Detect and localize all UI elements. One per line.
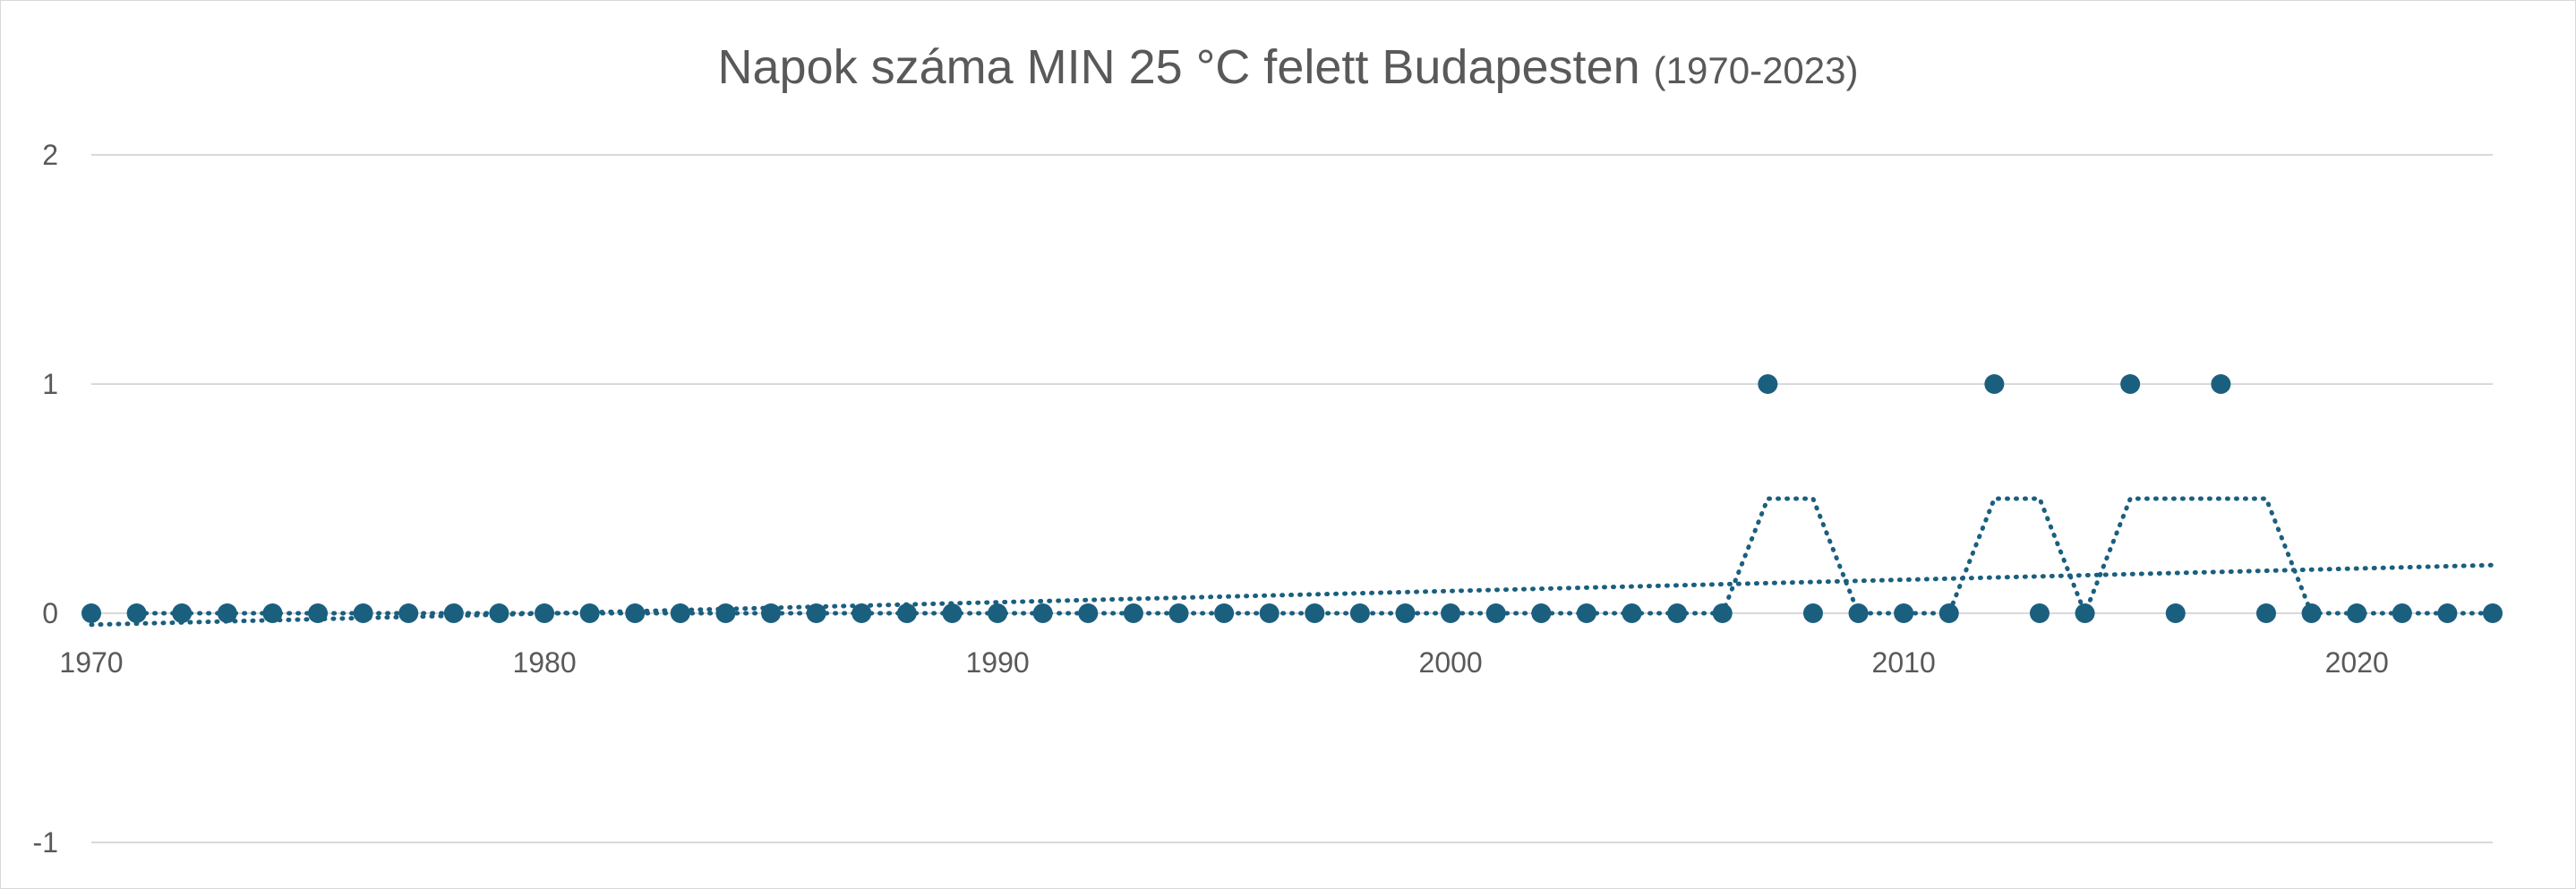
data-point — [852, 603, 872, 623]
data-point — [1485, 603, 1506, 623]
data-point — [1214, 603, 1235, 623]
data-point — [2255, 603, 2276, 623]
data-point — [308, 603, 329, 623]
data-point — [1576, 603, 1596, 623]
data-point — [1441, 603, 1461, 623]
data-point — [2165, 603, 2186, 623]
data-point — [1802, 603, 1823, 623]
data-point — [1395, 603, 1416, 623]
chart-title: Napok száma MIN 25 °C felett Budapesten … — [1, 35, 2575, 103]
data-point — [2392, 603, 2412, 623]
data-point — [942, 603, 963, 623]
data-point — [625, 603, 646, 623]
linear-trendline — [89, 562, 2495, 628]
data-point — [1032, 603, 1053, 623]
data-point — [81, 603, 101, 623]
data-point — [1848, 603, 1869, 623]
data-point — [262, 603, 283, 623]
x-tick-label: 2010 — [1872, 646, 1936, 679]
data-point — [1622, 603, 1642, 623]
data-point — [1712, 603, 1733, 623]
data-point — [806, 603, 826, 623]
data-point — [1531, 603, 1552, 623]
data-point — [217, 603, 237, 623]
data-point — [2029, 603, 2050, 623]
data-point — [2483, 603, 2503, 623]
x-tick-label: 2020 — [2325, 646, 2389, 679]
data-point — [2437, 603, 2458, 623]
chart-title-suffix: (1970-2023) — [1653, 49, 1859, 91]
data-point — [2211, 374, 2231, 394]
x-tick-label: 1990 — [965, 646, 1029, 679]
x-tick-label: 1970 — [59, 646, 123, 679]
data-point — [2347, 603, 2367, 623]
moving-average-trendline — [134, 496, 2495, 616]
data-point — [761, 603, 782, 623]
x-tick-label: 1980 — [512, 646, 576, 679]
data-point — [1168, 603, 1189, 623]
y-tick-label: -1 — [33, 826, 58, 859]
data-point — [1078, 603, 1099, 623]
data-point — [2075, 603, 2095, 623]
chart-title-main: Napok száma MIN 25 °C felett Budapesten — [717, 40, 1640, 94]
data-point — [2120, 374, 2141, 394]
data-point — [670, 603, 690, 623]
data-point — [535, 603, 555, 623]
data-point — [579, 603, 600, 623]
data-point — [1123, 603, 1143, 623]
data-point — [1667, 603, 1688, 623]
data-point — [1938, 603, 1959, 623]
data-point — [1259, 603, 1279, 623]
data-point — [126, 603, 147, 623]
data-point — [715, 603, 736, 623]
y-tick-label: 1 — [42, 368, 58, 400]
data-point — [443, 603, 464, 623]
y-tick-label: 0 — [42, 597, 58, 629]
data-point — [398, 603, 419, 623]
data-point — [988, 603, 1008, 623]
data-point — [896, 603, 917, 623]
data-point — [1349, 603, 1370, 623]
data-point — [172, 603, 193, 623]
data-point — [1984, 374, 2005, 394]
x-tick-label: 2000 — [1419, 646, 1483, 679]
y-tick-label: 2 — [42, 139, 58, 171]
data-point — [1758, 374, 1778, 394]
data-point — [353, 603, 373, 623]
data-point — [1305, 603, 1325, 623]
data-point — [2301, 603, 2322, 623]
data-point — [489, 603, 509, 623]
data-point — [1894, 603, 1914, 623]
